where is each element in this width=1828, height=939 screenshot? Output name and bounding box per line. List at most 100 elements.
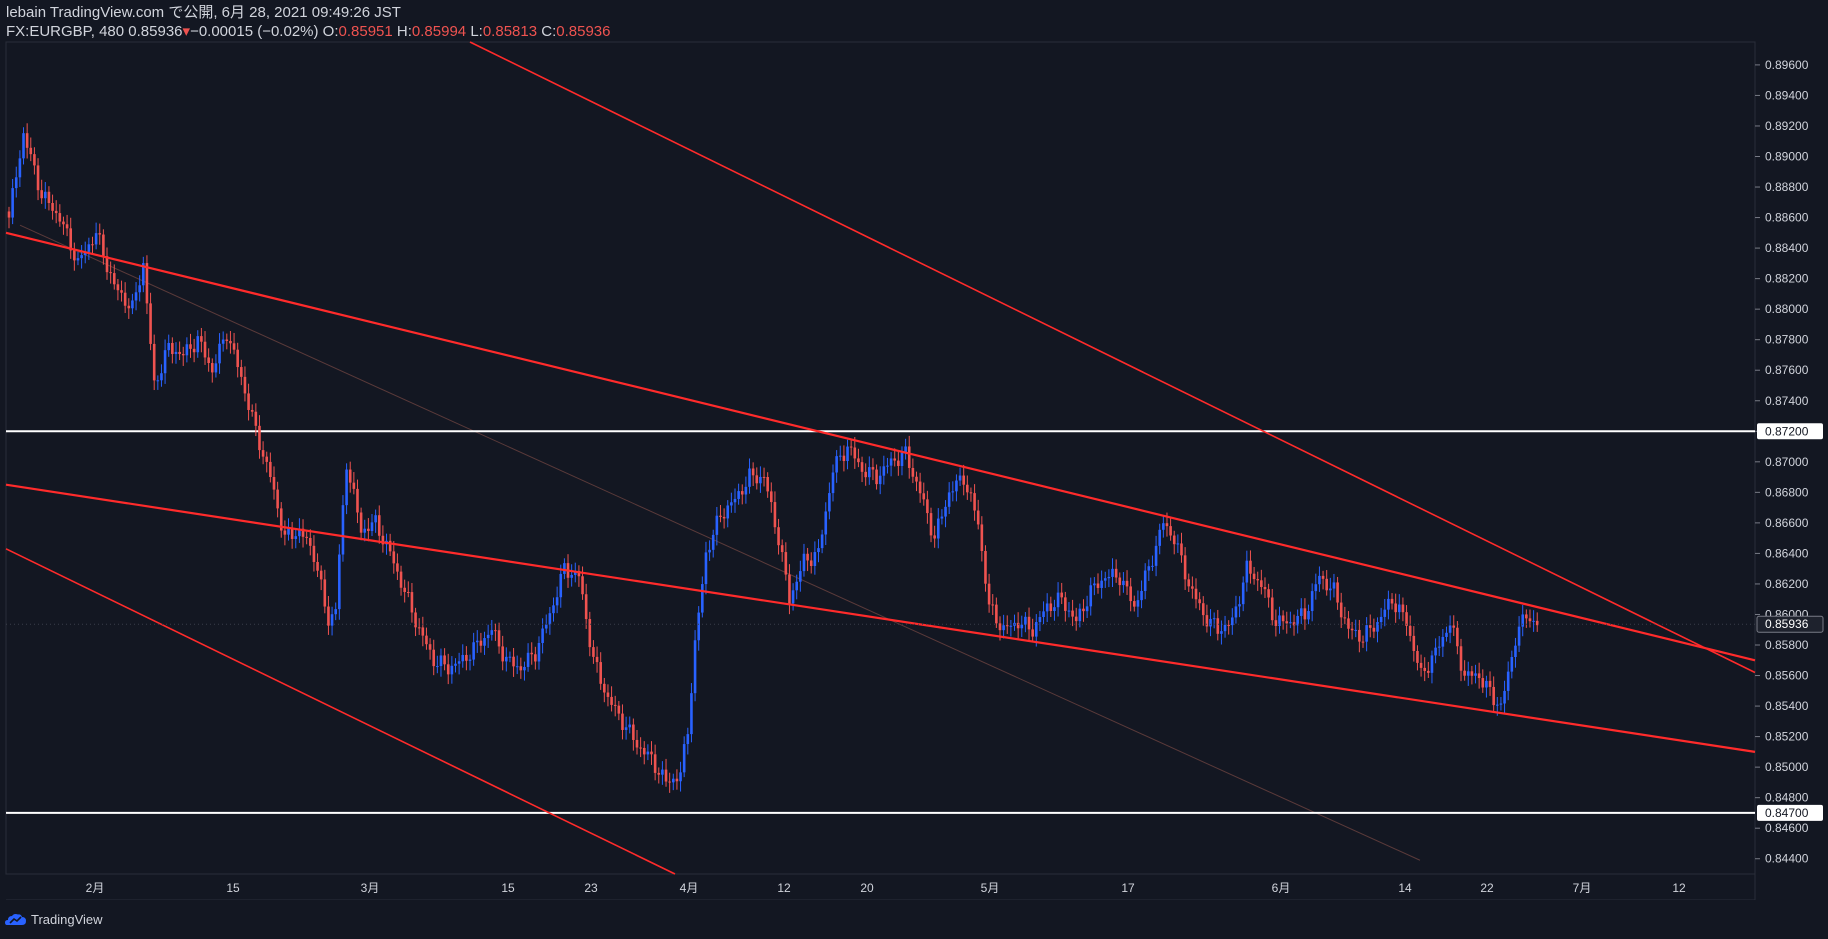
candle-body xyxy=(1434,647,1437,656)
candle-body xyxy=(737,491,740,499)
candle-body xyxy=(341,505,345,555)
candle-body xyxy=(704,552,708,585)
candle-body xyxy=(784,552,788,575)
candle-body xyxy=(465,654,468,661)
candle-body xyxy=(472,642,475,660)
x-tick-label: 12 xyxy=(777,881,791,895)
candle-body xyxy=(1198,599,1201,604)
candle-body xyxy=(377,515,381,536)
candle-body xyxy=(327,606,330,626)
candle-body xyxy=(893,458,897,461)
middle-channel-trendline[interactable] xyxy=(5,483,1756,753)
candle-body xyxy=(54,210,58,214)
candle-body xyxy=(167,342,171,351)
candle-body xyxy=(1303,608,1307,620)
candle-body xyxy=(552,605,555,614)
candle-body xyxy=(512,656,515,667)
candle-body xyxy=(897,460,900,466)
last-price: 0.85936 xyxy=(128,23,183,40)
candle-body xyxy=(36,165,40,191)
x-tick-label: 2月 xyxy=(86,881,105,895)
candle-body xyxy=(1093,583,1096,586)
candle-body xyxy=(788,574,791,604)
candle-body xyxy=(744,486,748,495)
y-tick-label: 0.84600 xyxy=(1765,821,1809,835)
candle-body xyxy=(791,590,795,604)
candle-body xyxy=(290,528,294,539)
candle-body xyxy=(882,466,886,476)
candle-body xyxy=(44,191,47,199)
candle-body xyxy=(1180,543,1183,556)
price-axis-label: 0.85936 xyxy=(1765,617,1809,631)
candle-body xyxy=(1147,566,1151,571)
candle-body xyxy=(505,656,508,662)
y-tick-label: 0.87000 xyxy=(1765,455,1809,469)
outer-trendline-top[interactable] xyxy=(469,41,1756,674)
candle-body xyxy=(425,635,428,645)
candle-body xyxy=(454,663,457,666)
candle-body xyxy=(1085,606,1089,612)
y-tick-label: 0.84800 xyxy=(1765,791,1809,805)
candle-body xyxy=(809,560,813,566)
candle-body xyxy=(1223,624,1227,632)
candle-body xyxy=(105,256,109,273)
candle-body xyxy=(142,263,145,286)
candle-body xyxy=(388,540,392,552)
candle-body xyxy=(726,505,730,519)
candle-body xyxy=(94,233,98,245)
candle-body xyxy=(875,469,878,485)
candle-body xyxy=(1365,625,1368,642)
symbol-label[interactable]: FX:EURGBP, 480 xyxy=(6,23,125,40)
candle-body xyxy=(1245,560,1249,583)
candle-body xyxy=(868,467,871,478)
candle-body xyxy=(7,211,11,218)
candle-body xyxy=(1412,635,1416,651)
candle-body xyxy=(1096,583,1100,588)
candle-body xyxy=(1517,626,1521,646)
candle-body xyxy=(80,255,83,259)
candle-body xyxy=(936,518,940,539)
upper-channel-trendline[interactable] xyxy=(5,231,1756,662)
candle-body xyxy=(646,751,650,755)
candle-body xyxy=(657,772,661,775)
candle-body xyxy=(298,528,301,537)
candle-body xyxy=(1009,625,1013,627)
price-chart[interactable]: 0.89600 0.89400 0.89200 0.89000 0.88800 0.886… xyxy=(0,0,1828,900)
candle-body xyxy=(1027,616,1031,630)
candle-body xyxy=(178,351,181,355)
x-tick-label: 14 xyxy=(1398,881,1412,895)
candle-body xyxy=(1343,617,1347,619)
candle-body xyxy=(102,234,105,257)
candle-body xyxy=(73,250,76,261)
y-tick-label: 0.88600 xyxy=(1765,211,1809,225)
candle-body xyxy=(116,284,120,291)
candle-body xyxy=(613,704,617,706)
candle-body xyxy=(1034,622,1038,637)
candle-body xyxy=(1122,580,1125,586)
candle-body xyxy=(907,446,911,468)
candle-body xyxy=(1216,618,1220,634)
candle-body xyxy=(120,290,123,293)
candle-body xyxy=(1267,589,1270,598)
candle-body xyxy=(1252,573,1256,580)
tradingview-logo[interactable]: TradingView xyxy=(5,912,103,927)
candle-body xyxy=(860,462,864,472)
candle-body xyxy=(258,425,261,451)
candle-body xyxy=(1260,580,1263,588)
candle-body xyxy=(1158,529,1162,546)
candle-body xyxy=(1532,620,1535,622)
candle-body xyxy=(958,475,962,481)
candle-body xyxy=(1387,598,1390,610)
candle-body xyxy=(577,570,581,577)
candle-body xyxy=(1053,607,1056,611)
candle-body xyxy=(1474,673,1477,676)
candle-body xyxy=(123,292,127,306)
outer-trendline-bottom[interactable] xyxy=(5,548,676,875)
y-tick-label: 0.89200 xyxy=(1765,119,1809,133)
candle-body xyxy=(403,587,406,593)
x-tick-label: 15 xyxy=(226,881,240,895)
candle-body xyxy=(294,536,298,539)
candle-body xyxy=(1201,603,1205,616)
candle-body xyxy=(1314,584,1318,592)
candle-body xyxy=(1100,580,1103,588)
